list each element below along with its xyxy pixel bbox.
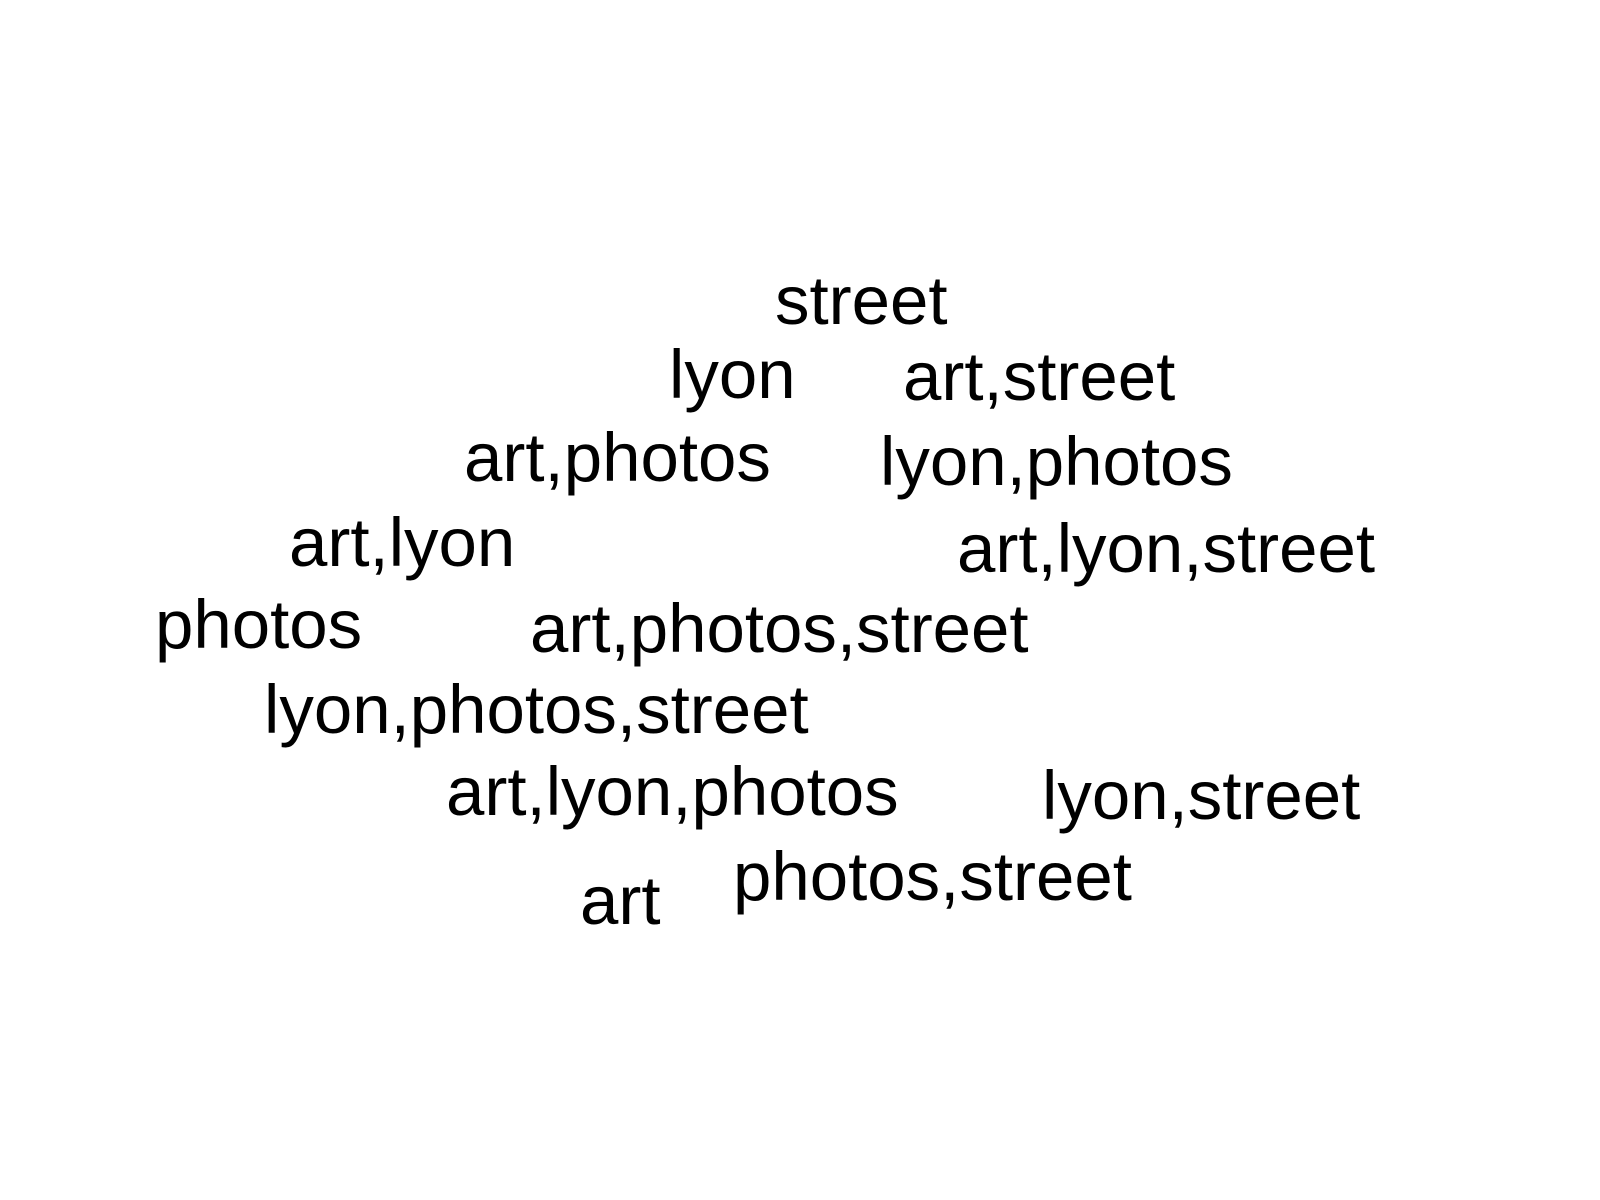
word-lyon-photos-street: lyon,photos,street (264, 671, 809, 748)
word-lyon: lyon (669, 336, 796, 413)
word-art-photos-street: art,photos,street (530, 590, 1029, 667)
word-photos-street: photos,street (733, 838, 1132, 915)
word-art-lyon-street: art,lyon,street (957, 510, 1376, 587)
word-art-street: art,street (903, 338, 1176, 415)
word-art-photos: art,photos (464, 419, 771, 496)
word-art-lyon-photos: art,lyon,photos (446, 753, 899, 830)
word-art-lyon: art,lyon (289, 504, 516, 581)
word-art: art (580, 862, 661, 939)
word-street: street (775, 262, 948, 339)
word-lyon-street: lyon,street (1042, 757, 1361, 834)
word-lyon-photos: lyon,photos (880, 423, 1233, 500)
word-photos: photos (155, 586, 363, 663)
